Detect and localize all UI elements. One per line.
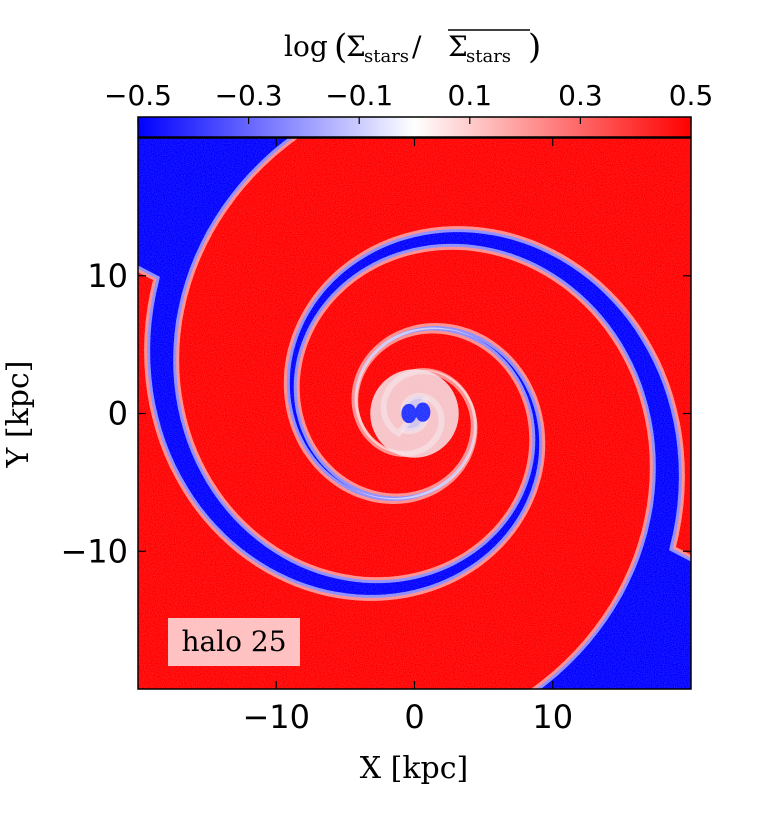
halo-annotation: halo 25 (168, 618, 300, 666)
colorbar-title-log: log (284, 30, 328, 63)
colorbar (137, 116, 692, 138)
x-tick-label: 10 (532, 698, 573, 736)
colorbar-title-lparen: ( (334, 27, 347, 67)
annotation-box (168, 618, 300, 666)
colorbar-title-sub-den: stars (466, 46, 511, 67)
x-axis-ticks: −10 0 10 (242, 138, 573, 736)
y-axis-label: Y [kpc] (1, 361, 36, 469)
annotation-text: halo 25 (181, 625, 286, 658)
y-axis-ticks: −10 0 10 (60, 257, 691, 570)
colorbar-title: log ( Σ stars / Σ stars ) (284, 27, 541, 67)
colorbar-title-sigma-den: Σ (448, 30, 468, 63)
colorbar-title-rparen: ) (528, 27, 541, 67)
colorbar-title-sub-num: stars (364, 46, 409, 67)
x-axis-label: X [kpc] (360, 751, 469, 786)
y-tick-label: 10 (87, 257, 128, 295)
colorbar-tick-label: −0.1 (325, 79, 393, 112)
colorbar-ticks: −0.5 −0.3 −0.1 0.1 0.3 0.5 (104, 79, 713, 124)
colorbar-title-sigma-num: Σ (346, 30, 366, 63)
colorbar-tick-label: 0.1 (448, 79, 493, 112)
heatmap (138, 138, 691, 689)
x-tick-label: 0 (404, 698, 424, 736)
x-tick-label: −10 (242, 698, 310, 736)
y-tick-label: 0 (108, 395, 128, 433)
colorbar-tick-label: −0.5 (104, 79, 172, 112)
colorbar-tick-label: −0.3 (215, 79, 283, 112)
colorbar-tick-label: 0.3 (558, 79, 603, 112)
colorbar-title-slash: / (412, 30, 422, 63)
colorbar-tick-label: 0.5 (669, 79, 714, 112)
heatmap-noise (138, 138, 691, 689)
y-tick-label: −10 (60, 532, 128, 570)
